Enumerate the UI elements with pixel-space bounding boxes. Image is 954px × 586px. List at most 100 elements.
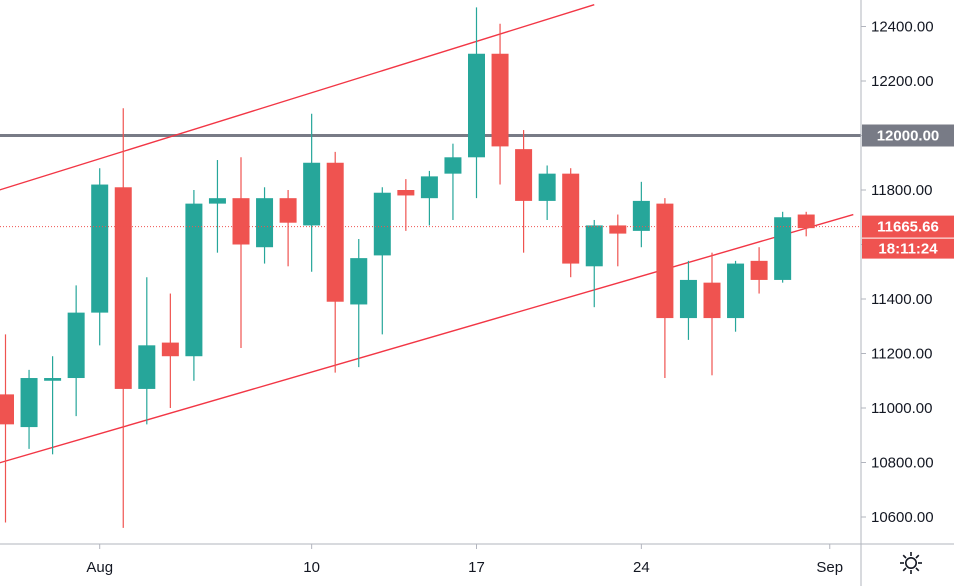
candle [656,198,674,379]
candle [161,293,179,408]
candle-body [585,225,603,267]
last-price-badge-bg [862,215,954,238]
y-tick-label: 10800.00 [871,455,934,472]
candle [632,181,650,248]
candle-series [0,7,815,528]
candle [397,179,415,231]
candle-body [679,279,697,319]
candle [0,334,14,523]
candle [67,285,85,417]
candle-body [161,342,179,357]
candle [515,130,533,253]
candle [750,247,768,294]
candle-body [67,312,85,379]
candle-body [491,53,509,147]
candle [585,219,603,308]
candle-body [632,200,650,231]
candle [538,165,556,220]
candle-body [562,173,580,264]
candle-body [114,187,132,389]
channel-line[interactable] [0,213,854,468]
candle-body [0,394,14,425]
candle-body [208,198,226,204]
candle [326,151,344,373]
x-tick-label: Aug [86,559,113,576]
candle-body [138,345,156,389]
y-tick-label: 11200.00 [871,346,932,363]
candle [562,168,580,278]
candle-body [420,176,438,199]
candle [444,143,462,220]
candle [491,23,509,185]
candle-body [397,190,415,196]
candle-body [373,192,391,256]
candle [20,369,38,449]
gear-icon [900,552,922,574]
candle-body [185,203,203,357]
channel-line[interactable] [0,4,595,196]
x-tick-label: 10 [303,559,320,576]
y-tick-label: 11000.00 [871,400,932,417]
bar-countdown-badge-bg [862,238,954,259]
y-tick-label: 11400.00 [871,291,932,308]
y-tick-label: 12200.00 [871,73,934,90]
candle-body [703,282,721,319]
x-tick-label: 17 [468,559,485,576]
candle-body [515,149,533,201]
candle [279,190,297,267]
candle-body [20,378,38,428]
plot-background[interactable] [0,0,861,544]
candle [138,277,156,425]
candle [420,170,438,226]
candle [797,211,815,237]
candle [679,260,697,340]
settings-button[interactable] [897,549,925,577]
candle [208,160,226,253]
candle-body [468,53,485,158]
candle-body [797,214,815,229]
candle [350,239,368,368]
candle-body [538,173,556,201]
candle-body [232,198,250,245]
candle-body [727,263,745,319]
candle-body [303,162,321,226]
candle [44,356,62,455]
y-tick-label: 12400.00 [871,19,934,36]
candle-body [279,198,297,223]
candle [185,190,203,381]
x-tick-label: 24 [633,559,650,576]
x-tick-label: Sep [816,559,843,576]
time-scale[interactable] [0,544,861,586]
candle [703,252,721,376]
x-axis-ticks: Aug 10 17 24 Sep [86,544,843,576]
candle [468,7,485,199]
price-scale[interactable] [861,0,954,586]
candle-body [91,184,109,313]
last-price-badge: 11665.66 [877,219,939,236]
price-badges: 12000.00 11665.66 18:11:24 [862,124,954,259]
channel-line-layer [0,4,854,468]
y-tick-label: 10600.00 [871,509,934,526]
candle-body [444,157,462,174]
candle [303,113,321,272]
candle [256,187,274,264]
plot-area[interactable] [0,0,861,544]
candle-body [656,203,674,319]
candle [114,108,132,528]
hline-price-badge: 12000.00 [877,128,940,145]
candle [373,187,391,335]
y-tick-label: 11800.00 [871,182,932,199]
bar-countdown-badge: 18:11:24 [878,241,938,258]
candle-body [350,258,368,305]
hline-price-badge-bg [862,124,954,147]
candle-body [750,260,768,280]
candle-body [326,162,344,302]
candle-body [774,217,792,280]
candle [774,211,792,283]
candle [609,214,627,267]
candle-body [609,225,627,234]
candle [232,157,250,349]
candle [91,168,109,346]
